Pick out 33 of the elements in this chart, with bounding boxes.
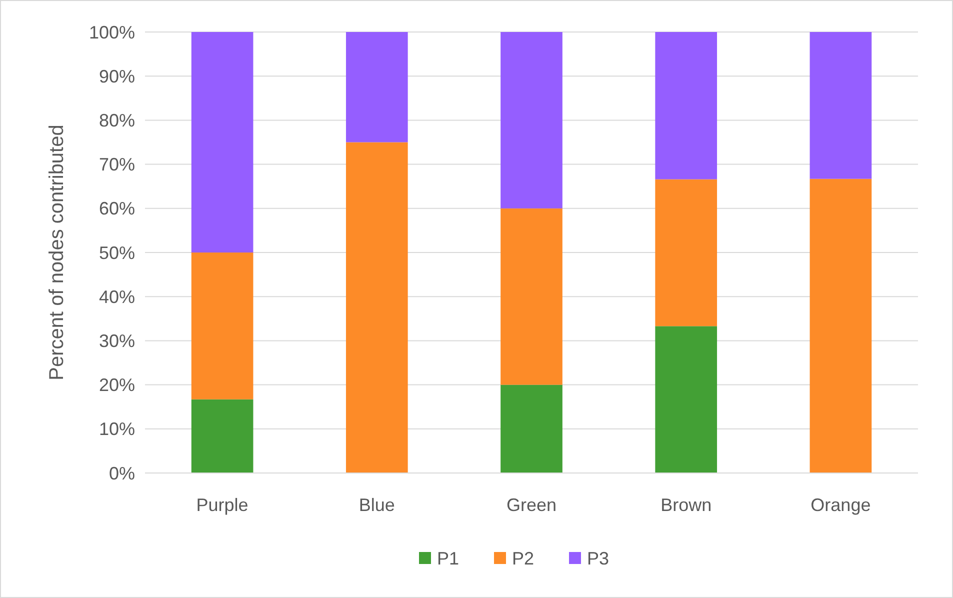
y-tick-label: 90% [98,66,135,86]
x-tick-label: Orange [810,495,871,515]
y-tick-label: 10% [98,419,135,440]
bar [191,32,254,252]
legend-label: P2 [512,548,534,568]
bar [500,208,562,385]
legend-label: P3 [587,548,610,568]
y-tick-label: 0% [108,463,135,484]
x-tick-label: Blue [358,495,395,515]
x-tick-label: Green [506,495,557,515]
y-axis-title: Percent of nodes contributed [46,124,68,380]
y-tick-label: 70% [98,154,135,175]
y-tick-label: 20% [98,375,135,396]
x-tick-label: Brown [660,495,712,515]
bar [500,32,562,208]
bar [191,252,254,400]
y-tick-label: 30% [98,331,135,351]
bar [655,32,718,180]
y-tick-label: 40% [98,286,135,307]
bar [500,384,562,473]
y-tick-label: 50% [98,242,135,263]
bar [810,32,872,179]
y-tick-label: 100% [88,22,135,42]
y-tick-label: 60% [98,198,135,219]
bar [655,179,718,326]
bar [346,142,408,473]
legend-label: P1 [437,548,460,568]
bar [346,32,408,142]
bar [655,326,718,473]
bar [191,399,254,473]
x-tick-label: Purple [196,495,248,515]
y-tick-label: 80% [98,110,135,130]
bar [810,178,872,473]
